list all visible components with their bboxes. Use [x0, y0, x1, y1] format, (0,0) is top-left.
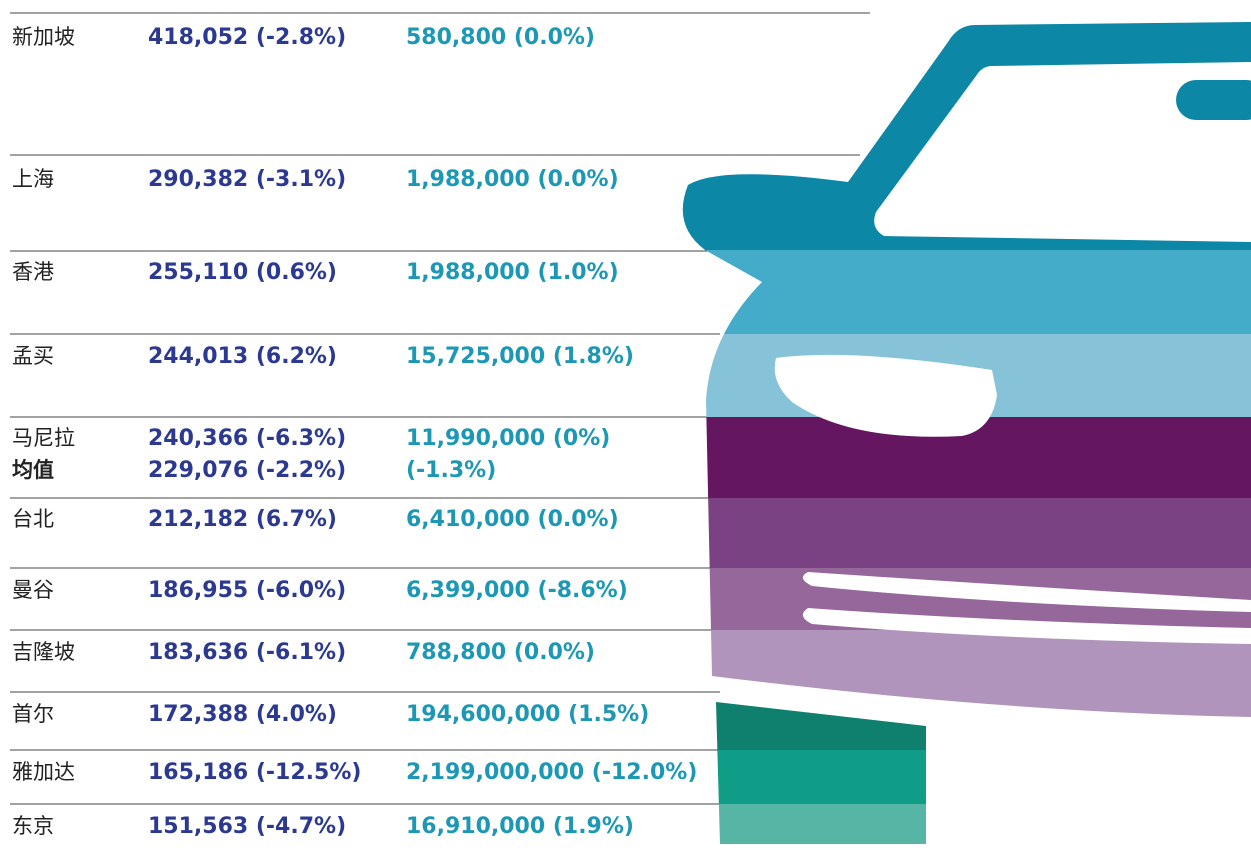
- city-name: 台北: [12, 507, 54, 531]
- value-a: 240,366 (-6.3%): [148, 426, 346, 451]
- city-name: 马尼拉: [12, 426, 75, 450]
- city-name: 东京: [12, 814, 54, 838]
- value-b: 11,990,000 (0%): [406, 426, 610, 451]
- value-b: 788,800 (0.0%): [406, 640, 595, 665]
- value-a: 290,382 (-3.1%): [148, 167, 346, 192]
- city-name: 曼谷: [12, 578, 54, 602]
- value-a: 255,110 (0.6%): [148, 260, 337, 285]
- city-name: 香港: [12, 260, 54, 284]
- value-a: 151,563 (-4.7%): [148, 814, 346, 839]
- value-a: 165,186 (-12.5%): [148, 760, 361, 785]
- average-value-a: 229,076 (-2.2%): [148, 458, 346, 483]
- city-name: 新加坡: [12, 25, 75, 49]
- value-a: 172,388 (4.0%): [148, 702, 337, 727]
- value-b: 580,800 (0.0%): [406, 25, 595, 50]
- value-b: 194,600,000 (1.5%): [406, 702, 649, 727]
- city-name: 雅加达: [12, 760, 75, 784]
- row-lines: [10, 12, 870, 805]
- value-b: 15,725,000 (1.8%): [406, 344, 634, 369]
- city-name: 上海: [12, 167, 54, 191]
- value-a: 212,182 (6.7%): [148, 507, 337, 532]
- car-illustration: [682, 22, 1251, 844]
- value-b: 6,410,000 (0.0%): [406, 507, 619, 532]
- value-b: 1,988,000 (1.0%): [406, 260, 619, 285]
- value-a: 244,013 (6.2%): [148, 344, 337, 369]
- city-name: 首尔: [12, 702, 54, 726]
- average-value-b: (-1.3%): [406, 458, 496, 483]
- city-name: 孟买: [12, 344, 54, 368]
- city-name: 吉隆坡: [12, 640, 75, 664]
- average-label: 均值: [12, 458, 54, 482]
- value-b: 2,199,000,000 (-12.0%): [406, 760, 697, 785]
- value-a: 186,955 (-6.0%): [148, 578, 346, 603]
- value-b: 1,988,000 (0.0%): [406, 167, 619, 192]
- value-b: 6,399,000 (-8.6%): [406, 578, 628, 603]
- value-b: 16,910,000 (1.9%): [406, 814, 634, 839]
- value-a: 183,636 (-6.1%): [148, 640, 346, 665]
- value-a: 418,052 (-2.8%): [148, 25, 346, 50]
